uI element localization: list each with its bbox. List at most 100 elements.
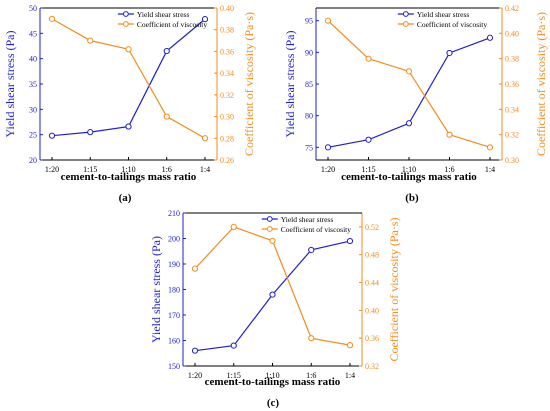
data-point-viscosity xyxy=(324,17,332,24)
legend-entry: Yield shear stress xyxy=(281,215,334,224)
data-point-viscosity xyxy=(405,68,413,75)
panel-label: (a) xyxy=(119,192,132,204)
data-point-yield-shear-stress xyxy=(405,120,413,127)
right-tick-label: 0.26 xyxy=(220,156,234,165)
data-point-viscosity xyxy=(87,37,94,44)
series-line-yield-shear-stress xyxy=(327,37,491,148)
data-point-yield-shear-stress xyxy=(125,123,132,130)
series-line-yield-shear-stress xyxy=(51,18,206,137)
x-axis-title: cement-to-tailings mass ratio xyxy=(61,171,197,183)
legend-entry: Coefficient of viscosity xyxy=(137,20,208,29)
x-tick-label: 1:6 xyxy=(444,165,454,174)
data-point-viscosity xyxy=(269,237,276,244)
y-axis-title-left: Yield shear stress (Pa) xyxy=(3,31,17,138)
right-tick-label: 0.32 xyxy=(365,362,379,371)
left-tick-label: 40 xyxy=(29,55,37,64)
data-point-yield-shear-stress xyxy=(87,129,94,136)
data-point-yield-shear-stress xyxy=(446,49,453,57)
right-tick-label: 0.38 xyxy=(220,26,234,35)
right-tick-label: 0.38 xyxy=(505,55,519,64)
panel-label: (c) xyxy=(267,397,280,409)
legend-entry: Yield shear stress xyxy=(417,10,470,19)
left-tick-label: 190 xyxy=(168,260,180,269)
data-point-yield-shear-stress xyxy=(346,237,354,245)
right-tick-label: 0.34 xyxy=(505,105,519,114)
chart-panel-c: 150 160 170 180 190 200 210 0.32 0.36 0.40 0.44 0.4… xyxy=(149,209,401,409)
y-axis-title-left: Yield shear stress (Pa) xyxy=(283,31,297,138)
x-axis-title: cement-to-tailings mass ratio xyxy=(341,171,477,183)
left-tick-label: 180 xyxy=(168,286,180,295)
data-point-viscosity xyxy=(486,144,494,151)
legend-swatch-marker xyxy=(266,226,273,232)
x-tick-label: 1:15 xyxy=(227,371,241,380)
left-tick-label: 20 xyxy=(29,156,37,165)
left-tick-label: 80 xyxy=(305,112,313,121)
x-tick-label: 1:15 xyxy=(83,165,97,174)
right-tick-label: 0.40 xyxy=(505,29,519,38)
data-point-viscosity xyxy=(201,135,209,142)
data-point-viscosity xyxy=(163,113,170,120)
left-tick-label: 200 xyxy=(168,235,180,244)
left-tick-label: 50 xyxy=(29,4,37,13)
right-tick-label: 0.36 xyxy=(505,80,519,89)
data-point-viscosity xyxy=(191,265,199,272)
left-tick-label: 90 xyxy=(305,48,313,57)
series-line-viscosity xyxy=(51,18,206,139)
chart-panel-b: 75 80 85 90 95 0.30 0.32 0.34 0.36 0.38 0.40 0.42 1:… xyxy=(283,4,548,204)
right-tick-label: 0.40 xyxy=(365,306,379,315)
x-tick-label: 1:4 xyxy=(485,165,495,174)
data-point-viscosity xyxy=(346,342,354,349)
left-tick-label: 35 xyxy=(29,80,37,89)
data-point-yield-shear-stress xyxy=(230,342,237,349)
right-tick-label: 0.48 xyxy=(365,251,379,260)
x-tick-label: 1:15 xyxy=(361,165,375,174)
left-tick-label: 170 xyxy=(168,311,180,320)
x-tick-label: 1:20 xyxy=(321,165,335,174)
data-point-yield-shear-stress xyxy=(365,136,372,143)
y-axis-title-right: Coefficient of viscosity (Pa·s) xyxy=(242,12,256,156)
data-point-yield-shear-stress xyxy=(163,47,170,55)
data-point-yield-shear-stress xyxy=(269,291,276,298)
x-tick-label: 1:4 xyxy=(200,165,210,174)
y-axis-title-left: Yield shear stress (Pa) xyxy=(149,236,163,343)
right-tick-label: 0.28 xyxy=(220,134,234,143)
data-point-yield-shear-stress xyxy=(308,246,315,254)
y-axis-title-right: Coefficient of viscosity (Pa·s) xyxy=(534,12,548,156)
data-point-viscosity xyxy=(446,131,453,138)
x-tick-label: 1:6 xyxy=(162,165,172,174)
left-tick-label: 75 xyxy=(305,143,313,152)
left-tick-label: 160 xyxy=(168,337,180,346)
data-point-yield-shear-stress xyxy=(48,132,56,139)
legend-entry: Yield shear stress xyxy=(137,10,190,19)
series-line-viscosity xyxy=(194,226,351,346)
legend-swatch-marker xyxy=(402,21,409,27)
right-tick-label: 0.52 xyxy=(365,223,379,232)
data-point-yield-shear-stress xyxy=(324,144,332,151)
left-tick-label: 85 xyxy=(305,80,313,89)
left-tick-label: 95 xyxy=(305,17,313,26)
data-point-yield-shear-stress xyxy=(486,34,494,41)
x-tick-label: 1:20 xyxy=(188,371,202,380)
legend-swatch-marker xyxy=(402,11,409,17)
right-tick-label: 0.34 xyxy=(220,69,234,78)
left-tick-label: 45 xyxy=(29,29,37,38)
x-tick-label: 1:4 xyxy=(345,371,355,380)
right-tick-label: 0.36 xyxy=(365,334,379,343)
left-tick-label: 210 xyxy=(168,209,180,218)
data-point-viscosity xyxy=(308,335,315,342)
data-point-viscosity xyxy=(230,223,237,231)
chart-panel-a: 20 25 30 35 40 45 50 0.26 0.28 0.30 0.32 0.34 0.36 0.… xyxy=(3,4,256,204)
left-tick-label: 30 xyxy=(29,105,37,114)
panel-label: (b) xyxy=(405,192,419,204)
x-tick-label: 1:20 xyxy=(45,165,59,174)
x-tick-label: 1:10 xyxy=(121,165,135,174)
x-tick-label: 1:10 xyxy=(402,165,416,174)
legend-swatch-marker xyxy=(122,21,129,27)
right-tick-label: 0.30 xyxy=(220,113,234,122)
y-axis-title-right: Coefficient of viscosity (Pa·s) xyxy=(387,217,401,361)
data-point-viscosity xyxy=(365,55,372,62)
right-tick-label: 0.44 xyxy=(365,279,379,288)
right-tick-label: 0.32 xyxy=(220,91,234,100)
left-tick-label: 25 xyxy=(29,131,37,140)
x-tick-label: 1:10 xyxy=(265,371,279,380)
